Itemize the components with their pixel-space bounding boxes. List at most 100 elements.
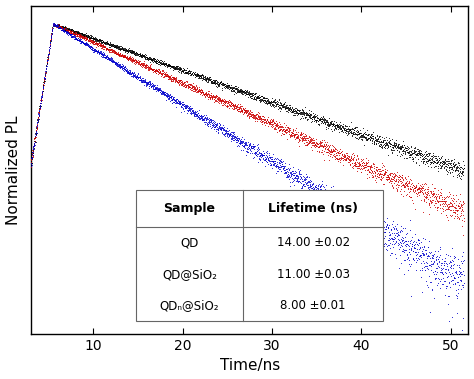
Point <box>262 118 269 124</box>
Point <box>428 157 436 163</box>
Point <box>130 58 138 64</box>
Point <box>420 264 428 270</box>
Point <box>128 70 136 76</box>
Point <box>173 104 180 110</box>
Point <box>346 158 354 164</box>
Point <box>290 128 297 134</box>
Point <box>378 238 385 244</box>
Point <box>39 88 46 94</box>
Point <box>154 86 161 92</box>
Point <box>296 143 303 149</box>
Point <box>87 43 95 49</box>
Point <box>444 293 452 299</box>
Point <box>118 65 126 71</box>
Point <box>79 39 86 45</box>
Point <box>117 64 125 70</box>
Point <box>168 97 175 103</box>
Point <box>155 70 163 77</box>
Point <box>56 24 64 30</box>
Point <box>295 136 302 142</box>
Point <box>129 55 137 61</box>
Point <box>231 101 238 107</box>
Point <box>379 139 386 145</box>
Point <box>203 77 210 83</box>
Point <box>277 168 284 174</box>
Point <box>78 38 86 44</box>
Point <box>270 102 278 108</box>
Point <box>129 48 137 54</box>
Point <box>81 33 88 39</box>
Point <box>453 207 461 213</box>
Point <box>423 151 431 157</box>
Point <box>66 31 73 38</box>
Point <box>309 114 317 121</box>
Point <box>41 75 49 81</box>
Point <box>240 88 247 94</box>
Point <box>216 97 224 103</box>
Point <box>27 163 35 169</box>
Point <box>227 99 234 105</box>
Point <box>268 96 276 102</box>
Point <box>319 144 327 150</box>
Point <box>209 77 217 83</box>
Point <box>139 77 146 83</box>
Point <box>287 172 295 178</box>
Point <box>358 132 366 138</box>
Point <box>306 136 314 142</box>
Point <box>257 114 264 121</box>
Point <box>148 66 156 72</box>
Point <box>366 136 374 143</box>
Point <box>405 153 413 160</box>
Point <box>425 266 432 272</box>
Point <box>291 182 298 188</box>
Point <box>376 168 384 174</box>
Point <box>150 66 158 72</box>
Point <box>325 199 333 205</box>
Point <box>438 163 445 169</box>
Point <box>283 102 291 108</box>
Point <box>357 163 365 169</box>
Point <box>257 99 264 105</box>
Point <box>273 155 281 161</box>
Point <box>345 200 352 206</box>
Point <box>342 157 349 163</box>
Point <box>70 32 78 38</box>
Point <box>87 38 95 44</box>
Point <box>458 169 466 175</box>
Point <box>125 56 132 62</box>
Point <box>419 251 427 257</box>
Point <box>82 40 90 46</box>
Point <box>194 110 202 116</box>
Point <box>251 114 258 120</box>
Point <box>391 144 399 150</box>
Point <box>329 122 337 128</box>
Point <box>321 186 328 192</box>
Point <box>96 36 104 42</box>
Point <box>149 66 156 72</box>
Point <box>351 159 359 165</box>
Point <box>66 30 74 36</box>
Point <box>345 130 353 136</box>
Point <box>133 59 141 65</box>
Point <box>63 27 71 33</box>
Point <box>459 284 467 290</box>
Point <box>165 73 173 79</box>
Point <box>301 175 308 181</box>
Point <box>84 37 91 43</box>
Point <box>198 71 205 77</box>
Point <box>459 249 466 255</box>
Point <box>207 94 214 100</box>
Point <box>377 226 384 232</box>
Point <box>94 48 101 54</box>
Point <box>182 69 189 75</box>
Point <box>374 171 381 177</box>
Point <box>460 257 467 263</box>
Point <box>365 169 373 175</box>
Point <box>84 42 92 48</box>
Point <box>54 23 61 29</box>
Point <box>52 22 60 28</box>
Point <box>50 21 57 27</box>
Point <box>314 117 321 124</box>
Point <box>354 201 361 207</box>
Point <box>381 169 389 175</box>
